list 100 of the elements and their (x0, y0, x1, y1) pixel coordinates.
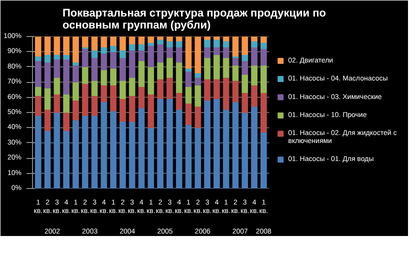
bar (54, 54, 60, 60)
bar (166, 36, 173, 42)
bar (63, 54, 70, 60)
bar (82, 115, 88, 188)
bar (72, 120, 79, 188)
bar (214, 46, 220, 55)
bar (166, 40, 173, 48)
bar (34, 60, 42, 87)
bar (63, 94, 70, 113)
bar (242, 92, 248, 113)
bar (34, 115, 42, 188)
bar (242, 74, 248, 93)
bar (251, 106, 258, 188)
bar (232, 58, 239, 66)
bar (63, 36, 70, 55)
bar (63, 112, 70, 131)
bar (148, 66, 154, 95)
bar (157, 44, 164, 63)
bar (232, 65, 239, 81)
bar (242, 112, 248, 188)
bar (128, 121, 136, 188)
bar (166, 98, 173, 188)
bar (194, 72, 202, 78)
bar (138, 108, 145, 188)
bar (54, 112, 60, 188)
bar (54, 59, 60, 78)
bar (166, 77, 173, 100)
bar (148, 45, 154, 68)
bar (34, 96, 42, 116)
bar (185, 71, 192, 87)
bar (82, 83, 88, 116)
bar (185, 86, 192, 104)
bar (34, 36, 42, 57)
bar (54, 77, 60, 95)
bar (54, 36, 60, 55)
bar (100, 36, 108, 48)
bar (251, 40, 258, 48)
bar (232, 36, 239, 57)
bar (128, 36, 136, 44)
bar (222, 46, 230, 58)
bar (110, 45, 116, 52)
bar (176, 92, 182, 110)
bar (242, 36, 248, 55)
bar (91, 58, 98, 81)
bar (148, 127, 154, 188)
bar (44, 130, 51, 188)
bar (34, 86, 42, 96)
bar (100, 84, 108, 102)
bar (194, 84, 202, 107)
bar (128, 50, 136, 78)
bar (222, 36, 230, 42)
bar (157, 39, 164, 44)
bar (110, 51, 116, 69)
bar (100, 102, 108, 188)
bar (260, 132, 267, 188)
bar (34, 56, 42, 62)
bar (176, 109, 182, 188)
bar (91, 50, 98, 58)
bar (204, 36, 210, 40)
bar (242, 60, 248, 75)
bar (138, 60, 145, 87)
bar (194, 77, 202, 86)
bar (82, 66, 88, 84)
bar (148, 94, 154, 128)
bar (110, 68, 116, 86)
bar (214, 98, 220, 188)
bar (110, 84, 116, 112)
bar (260, 42, 267, 49)
bar (260, 92, 267, 133)
bar (120, 58, 126, 81)
bar (138, 86, 145, 108)
bar (214, 36, 220, 40)
bar (222, 77, 230, 110)
bar (91, 96, 98, 116)
bar (110, 110, 116, 188)
bar (222, 109, 230, 188)
bar (166, 46, 173, 58)
bar (194, 36, 202, 74)
bar (251, 36, 258, 42)
bar (72, 36, 79, 63)
bar (185, 124, 192, 188)
bar (138, 36, 145, 44)
bar (214, 78, 220, 100)
bar (260, 48, 267, 66)
bar (157, 36, 164, 40)
bar (260, 65, 267, 93)
bar (54, 94, 60, 113)
bar (91, 80, 98, 96)
bar (120, 121, 126, 188)
bar (204, 39, 210, 48)
bar (100, 52, 108, 70)
bar (120, 50, 126, 58)
bar (128, 96, 136, 122)
bar (251, 46, 258, 66)
bar (176, 62, 182, 93)
bar (82, 36, 88, 48)
bar (44, 88, 51, 110)
bar (222, 58, 230, 78)
bar (157, 62, 164, 80)
bar (63, 130, 70, 188)
